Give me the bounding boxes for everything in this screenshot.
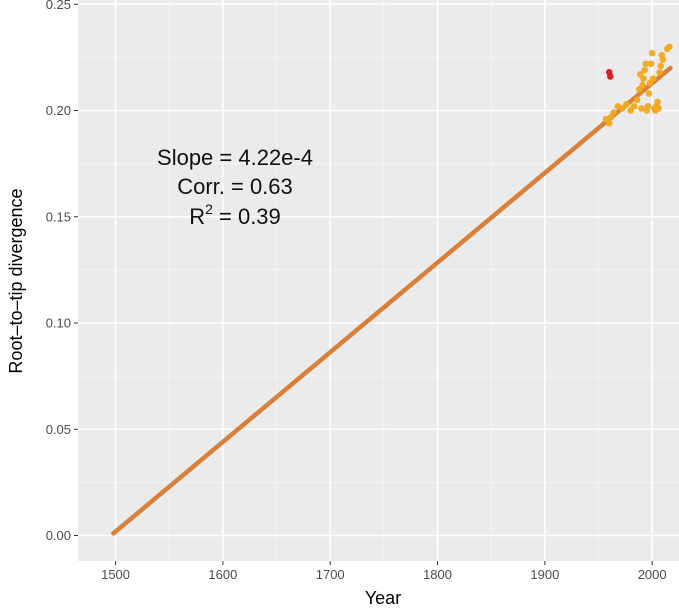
annotation-corr: Corr. = 0.63 — [177, 174, 293, 199]
data-point — [649, 75, 657, 82]
x-tick-label: 1900 — [530, 567, 559, 582]
annotation-slope: Slope = 4.22e-4 — [157, 145, 313, 170]
grid-minor — [78, 0, 679, 561]
annotation-r2-value: = 0.39 — [213, 204, 281, 229]
y-axis-ticks: 0.00 0.05 0.10 0.15 0.20 0.25 — [46, 0, 78, 543]
data-point — [666, 43, 673, 51]
data-point — [639, 81, 646, 89]
data-point — [654, 98, 661, 106]
y-tick-label: 0.10 — [46, 316, 71, 331]
data-point — [633, 96, 641, 104]
regression-line — [111, 65, 673, 536]
y-axis-title: Root–to–tip divergence — [6, 188, 26, 373]
data-point — [659, 56, 667, 63]
data-point — [607, 73, 614, 80]
annotation-r2-prefix: R — [189, 204, 205, 229]
grid-major — [78, 0, 679, 561]
data-point — [638, 105, 645, 112]
data-point — [656, 68, 663, 76]
x-tick-label: 1800 — [423, 567, 452, 582]
x-axis-title: Year — [365, 588, 401, 608]
x-tick-label: 2000 — [638, 567, 667, 582]
data-point — [623, 100, 630, 108]
data-point — [657, 62, 665, 70]
data-point — [647, 60, 655, 68]
annotation-r2: R2 = 0.39 — [189, 201, 281, 229]
data-point — [630, 102, 638, 110]
y-tick-label: 0.25 — [46, 0, 71, 12]
x-axis-ticks: 1500 1600 1700 1800 1900 2000 — [101, 561, 667, 582]
y-tick-label: 0.00 — [46, 528, 71, 543]
x-tick-label: 1500 — [101, 567, 130, 582]
y-tick-label: 0.20 — [46, 103, 71, 118]
data-point — [655, 105, 662, 112]
data-point — [605, 119, 613, 127]
x-tick-label: 1600 — [208, 567, 237, 582]
annotation-r2-exponent: 2 — [205, 201, 213, 217]
panel-background — [78, 0, 679, 561]
data-point — [645, 90, 653, 97]
data-point — [648, 49, 656, 57]
data-point — [641, 66, 648, 74]
data-point — [640, 75, 647, 82]
data-point — [644, 102, 652, 110]
data-points — [602, 43, 673, 127]
x-tick-label: 1700 — [316, 567, 345, 582]
y-tick-label: 0.05 — [46, 422, 71, 437]
data-point — [610, 109, 617, 116]
data-point — [642, 60, 650, 68]
y-tick-label: 0.15 — [46, 209, 71, 224]
data-point — [618, 105, 626, 112]
